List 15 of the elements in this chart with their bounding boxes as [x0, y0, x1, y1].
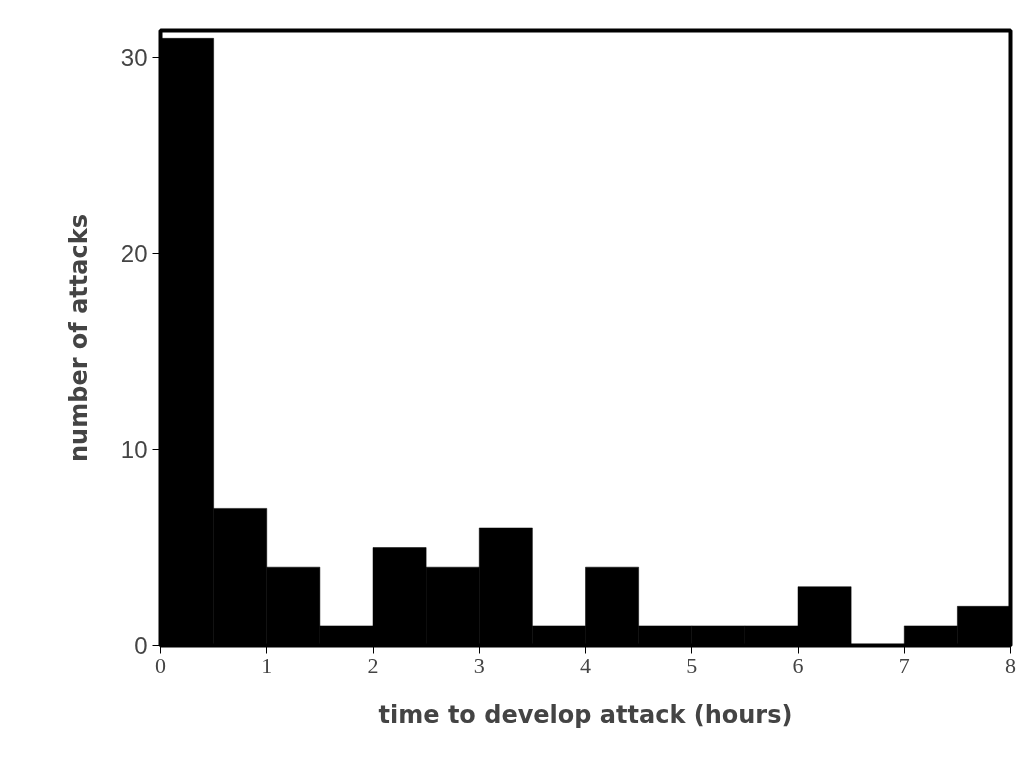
x-tick-label: 5: [686, 652, 698, 678]
x-tick-label: 3: [473, 652, 485, 678]
y-axis-title: number of attacks: [64, 214, 93, 462]
x-tick-label: 7: [898, 652, 910, 678]
y-tick-label: 20: [120, 240, 148, 268]
x-tick-label: 0: [155, 652, 166, 678]
x-tick-label: 8: [1005, 652, 1016, 678]
x-tick-label: 6: [792, 652, 804, 678]
x-tick-label: 4: [580, 652, 591, 678]
y-tick-label: 10: [120, 436, 148, 464]
x-tick-label: 2: [367, 652, 379, 678]
x-tick-label: 1: [261, 652, 273, 678]
x-axis-title: time to develop attack (hours): [378, 700, 793, 729]
y-tick-label: 30: [120, 44, 148, 72]
y-tick-label: 0: [134, 632, 148, 659]
